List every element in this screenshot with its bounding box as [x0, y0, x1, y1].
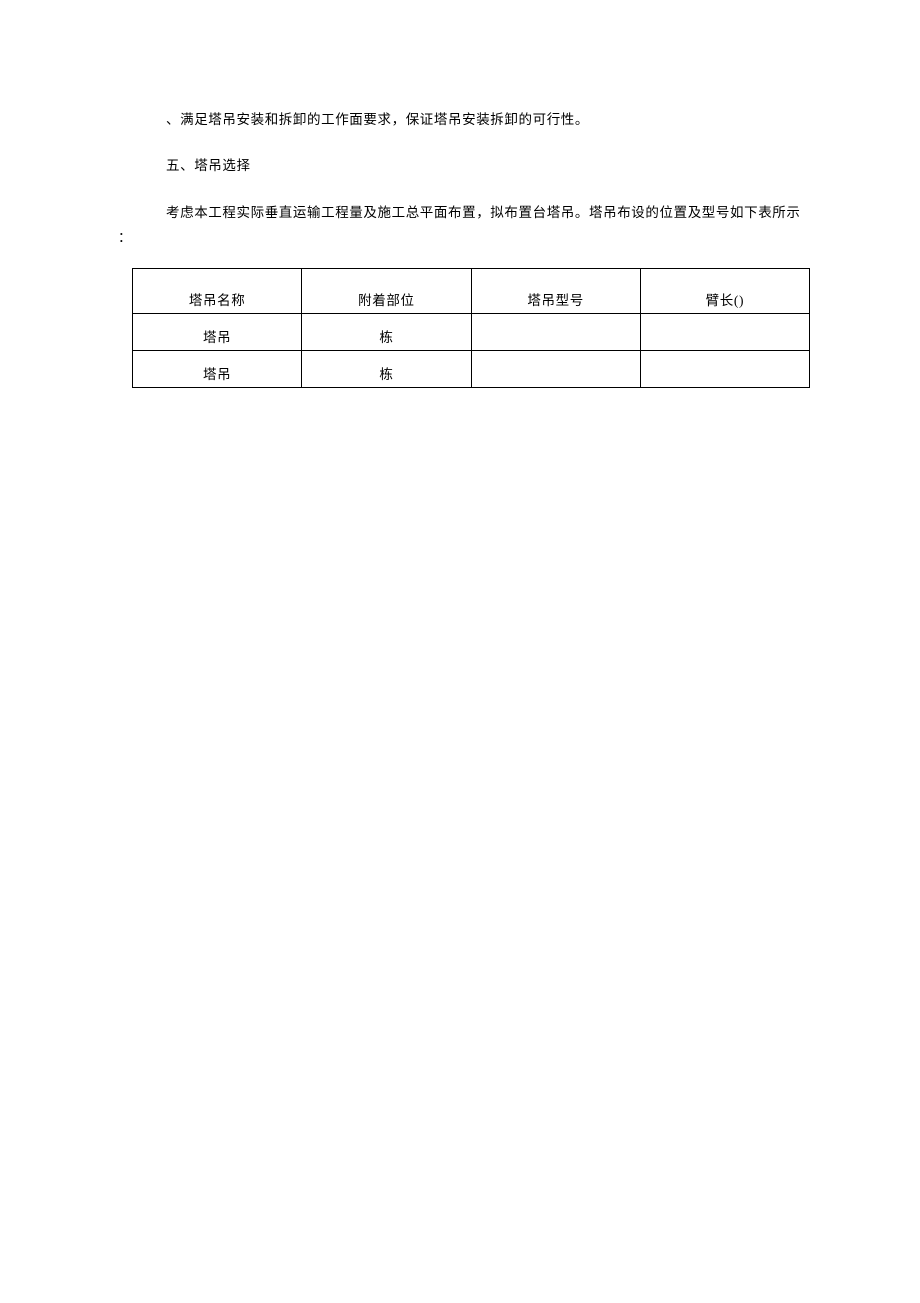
paragraph-requirement: 、满足塔吊安装和拆卸的工作面要求，保证塔吊安装拆卸的可行性。	[166, 108, 802, 128]
table-row: 塔吊 栋	[133, 313, 810, 350]
heading-section-5: 五、塔吊选择	[166, 154, 802, 174]
table-cell-armlength	[640, 313, 809, 350]
paragraph-description: 考虑本工程实际垂直运输工程量及施工总平面布置，拟布置台塔吊。塔吊布设的位置及型号…	[166, 205, 801, 220]
paragraph-description-wrap: 考虑本工程实际垂直运输工程量及施工总平面布置，拟布置台塔吊。塔吊布设的位置及型号…	[118, 200, 802, 246]
table-cell-attach: 栋	[302, 313, 471, 350]
table-row: 塔吊 栋	[133, 350, 810, 387]
table-header-name: 塔吊名称	[133, 268, 302, 313]
table-header-row: 塔吊名称 附着部位 塔吊型号 臂长()	[133, 268, 810, 313]
table-cell-name: 塔吊	[133, 313, 302, 350]
table-cell-armlength	[640, 350, 809, 387]
table-container: 塔吊名称 附着部位 塔吊型号 臂长() 塔吊 栋 塔吊 栋	[0, 268, 920, 388]
table-header-armlength: 臂长()	[640, 268, 809, 313]
table-cell-model	[471, 313, 640, 350]
paragraph-description-trail: ：	[118, 226, 802, 246]
table-cell-attach: 栋	[302, 350, 471, 387]
table-cell-name: 塔吊	[133, 350, 302, 387]
table-header-model: 塔吊型号	[471, 268, 640, 313]
table-cell-model	[471, 350, 640, 387]
document-content: 、满足塔吊安装和拆卸的工作面要求，保证塔吊安装拆卸的可行性。 五、塔吊选择 考虑…	[0, 108, 920, 246]
crane-table: 塔吊名称 附着部位 塔吊型号 臂长() 塔吊 栋 塔吊 栋	[132, 268, 810, 388]
table-header-attach: 附着部位	[302, 268, 471, 313]
